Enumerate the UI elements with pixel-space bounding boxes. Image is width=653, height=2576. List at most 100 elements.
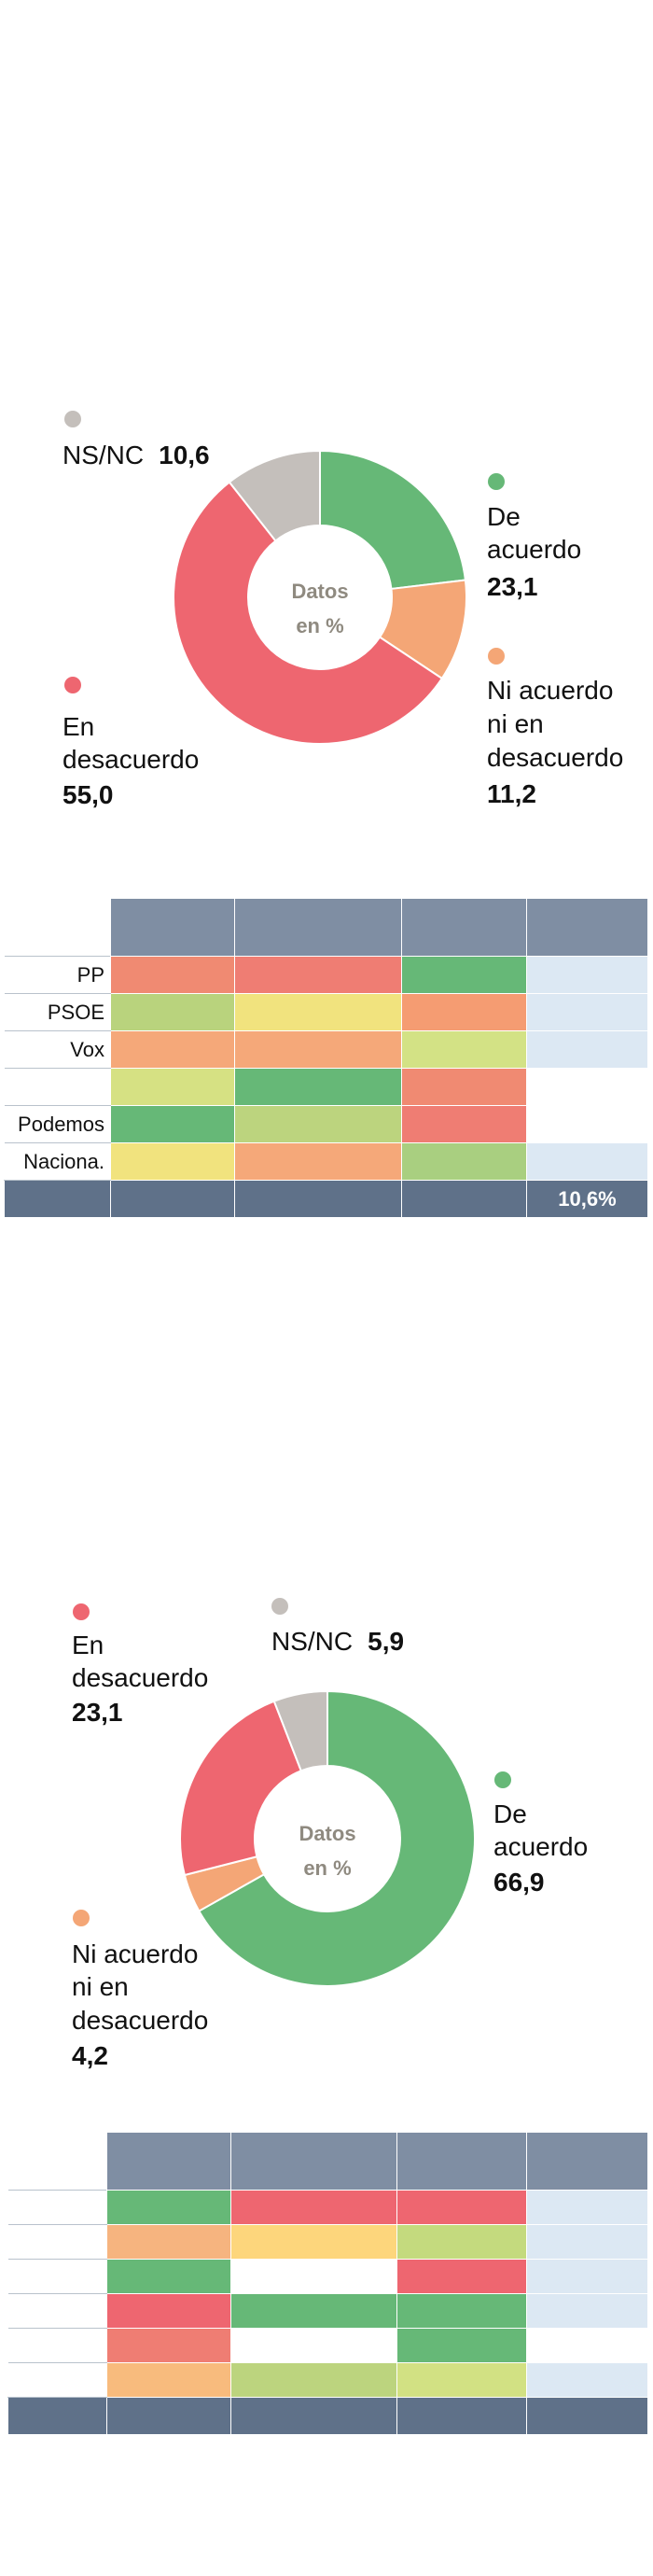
heat-cell [234, 1068, 402, 1106]
table-row: PSOE [4, 993, 648, 1031]
heat-cell [396, 2190, 527, 2225]
header-cell [106, 2132, 231, 2191]
legend-label-ni-2-1: Ni acuerdo [72, 1939, 199, 1968]
heat-cell [106, 2224, 231, 2260]
heat-cell [396, 2362, 527, 2398]
row-label: Podemos [4, 1105, 111, 1143]
legend-value-acuerdo: 23,1 [487, 572, 538, 601]
heat-cell [396, 2293, 527, 2329]
heat-cell [110, 1030, 235, 1069]
row-label [7, 2328, 107, 2363]
legend-dot-nsnc-2 [271, 1598, 288, 1615]
table-row [4, 1068, 648, 1106]
legend-text-nsnc: NS/NC [63, 441, 145, 469]
header-cell [234, 898, 402, 957]
heat-cell [110, 956, 235, 994]
heat-cell [396, 2328, 527, 2363]
header-corner [4, 898, 111, 957]
donut-slice-acuerdo [319, 449, 467, 591]
legend-dot-ni-2 [73, 1910, 90, 1926]
donut-chart-1: Datos en % [173, 449, 467, 745]
heat-cell [230, 2190, 397, 2225]
legend-label-desacuerdo-1: En [63, 712, 95, 741]
heat-cell [230, 2293, 397, 2329]
heat-cell [106, 2328, 231, 2363]
heat-cell [230, 2362, 397, 2398]
legend-value-desacuerdo-2: 23,1 [72, 1698, 123, 1727]
heat-cell [230, 2224, 397, 2260]
heat-cell [234, 1142, 402, 1181]
donut-slice-nsnc [228, 449, 321, 542]
footer-cell [110, 1180, 235, 1218]
row-label: Naciona. [4, 1142, 111, 1181]
legend-value-nsnc-2: 5,9 [368, 1627, 405, 1656]
donut-slice-desacuerdo [179, 1700, 303, 1877]
table-row [7, 2259, 648, 2294]
heat-cell [401, 1105, 527, 1143]
center-label-line-2: en % [303, 1856, 351, 1880]
heat-cell [526, 2293, 648, 2329]
heat-cell [110, 1142, 235, 1181]
table-footer-row [7, 2397, 648, 2435]
legend-label-desacuerdo-2-2: desacuerdo [72, 1663, 209, 1692]
legend-label-ni-2-2: ni en [72, 1972, 129, 2001]
legend-label-ni-1: Ni acuerdo [487, 676, 614, 705]
heat-cell [234, 956, 402, 994]
legend-value-ni-2: 4,2 [72, 2041, 108, 2070]
heat-cell [526, 2362, 648, 2398]
table-header-row [4, 898, 648, 957]
table-row [7, 2190, 648, 2225]
center-label-line-1: Datos [291, 580, 348, 603]
footer-cell [401, 1180, 527, 1218]
heat-cell [526, 2190, 648, 2225]
footer-cell [230, 2397, 397, 2435]
heat-cell [230, 2259, 397, 2294]
table-row [7, 2293, 648, 2329]
row-label: PP [4, 956, 111, 994]
heat-cell [110, 993, 235, 1031]
header-cell [396, 2132, 527, 2191]
legend-label-acuerdo-2-2: acuerdo [493, 1832, 589, 1861]
heat-cell [526, 2224, 648, 2260]
row-label [7, 2190, 107, 2225]
table-header-row [7, 2132, 648, 2191]
footer-cell [106, 2397, 231, 2435]
heat-cell [234, 993, 402, 1031]
header-cell [401, 898, 527, 957]
heat-cell [526, 2259, 648, 2294]
heat-cell [526, 1142, 648, 1181]
heat-cell [106, 2259, 231, 2294]
donut-slice-acuerdo [197, 1689, 476, 1987]
row-label [7, 2259, 107, 2294]
heat-cell [526, 2328, 648, 2363]
legend-label-desacuerdo-2-1: En [72, 1631, 104, 1659]
heat-cell [526, 1068, 648, 1106]
row-label [4, 1068, 111, 1106]
heat-cell [401, 993, 527, 1031]
legend-label-nsnc-2: NS/NC 5,9 [271, 1625, 404, 1658]
legend-label-ni-2: ni en [487, 709, 544, 738]
heat-cell [396, 2259, 527, 2294]
legend-value-desacuerdo: 55,0 [63, 780, 114, 809]
table-footer-row: 10,6% [4, 1180, 648, 1218]
heat-cell [106, 2362, 231, 2398]
legend-label-acuerdo-2-1: De [493, 1799, 527, 1828]
heat-cell [106, 2190, 231, 2225]
table-row [7, 2362, 648, 2398]
heat-cell [526, 1030, 648, 1069]
footer-cell [396, 2397, 527, 2435]
header-cell [110, 898, 235, 957]
heatmap-table-1: PP PSOE Vox Podemos Naciona. 10,6% [4, 898, 648, 1218]
donut-slice-desacuerdo [173, 481, 444, 745]
heat-cell [401, 1030, 527, 1069]
table-row: Naciona. [4, 1142, 648, 1181]
footer-cell [526, 2397, 648, 2435]
heat-cell [230, 2328, 397, 2363]
row-label [7, 2224, 107, 2260]
heat-cell [110, 1105, 235, 1143]
heat-cell [396, 2224, 527, 2260]
legend-label-ni-2-3: desacuerdo [72, 2006, 209, 2035]
legend-text-nsnc-2: NS/NC [271, 1627, 354, 1656]
legend-dot-desacuerdo [64, 677, 81, 693]
legend-label-desacuerdo-2: desacuerdo [63, 745, 200, 774]
